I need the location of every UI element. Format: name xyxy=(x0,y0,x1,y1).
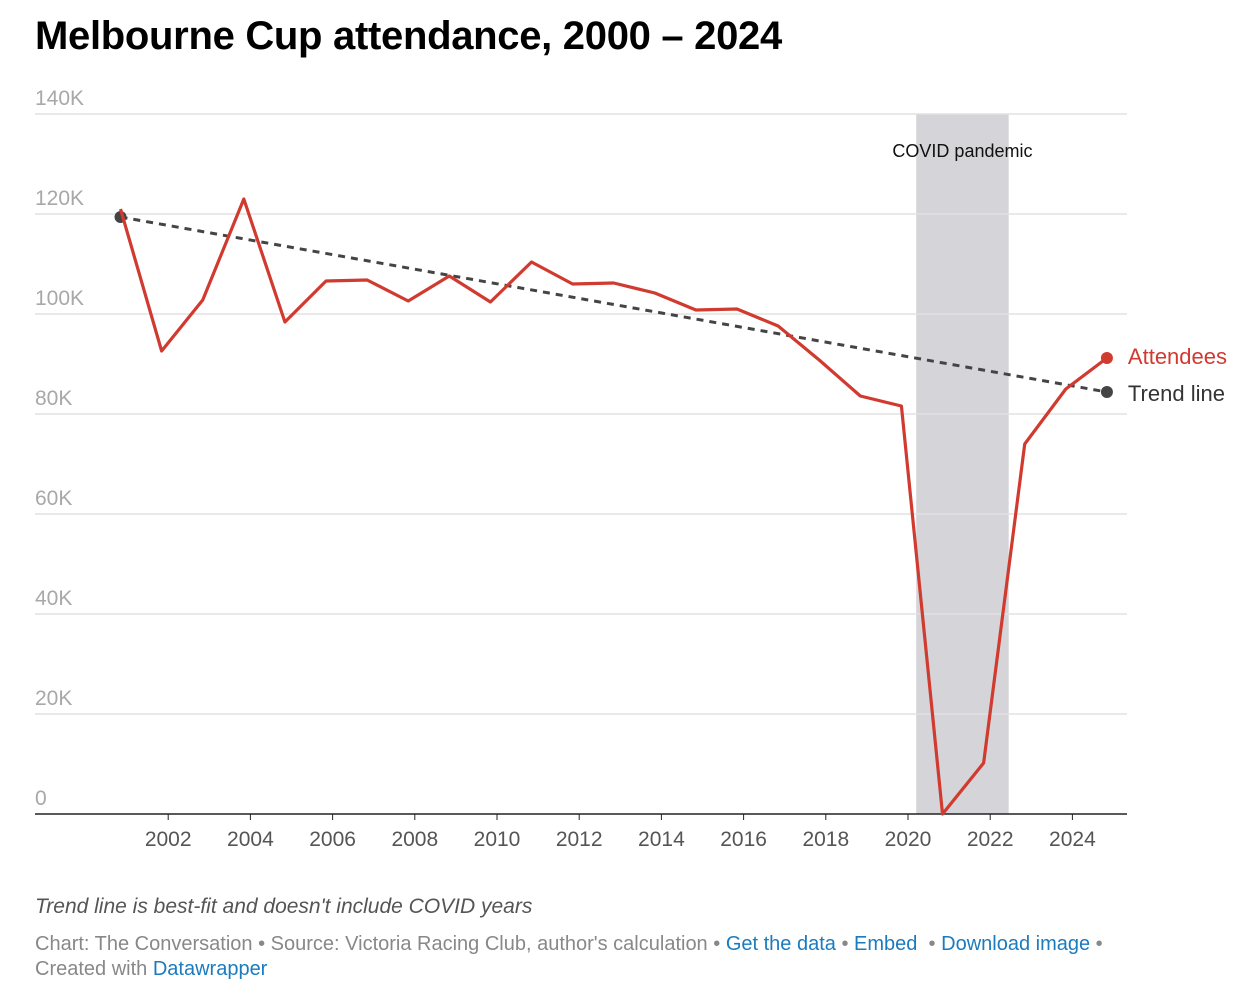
trend-end-dot xyxy=(1100,386,1113,398)
x-tick-label: 2008 xyxy=(391,828,438,851)
covid-band-label: COVID pandemic xyxy=(892,141,1032,161)
covid-band-layer: COVID pandemic xyxy=(892,114,1032,814)
attendees-end-dot xyxy=(1100,352,1113,364)
source-text: Source: Victoria Racing Club, author's c… xyxy=(270,933,708,955)
chart-note: Trend line is best-fit and doesn't inclu… xyxy=(35,895,533,918)
x-tick-label: 2004 xyxy=(227,828,274,851)
datawrapper-link[interactable]: Datawrapper xyxy=(152,958,268,980)
get-data-link[interactable]: Get the data xyxy=(725,933,836,955)
y-tick-label: 140K xyxy=(35,87,84,110)
separator: • xyxy=(841,933,849,955)
series-labels: Attendees Trend line xyxy=(1128,344,1227,406)
trend-line-label: Trend line xyxy=(1128,381,1225,406)
x-tick-label: 2006 xyxy=(309,828,356,851)
attendees-series xyxy=(118,197,1113,816)
grid-layer xyxy=(35,113,1127,815)
separator: • xyxy=(713,933,721,955)
y-tick-label: 120K xyxy=(35,187,84,210)
x-tick-label: 2014 xyxy=(638,828,685,851)
attendees-line xyxy=(118,197,1108,816)
x-tick-label: 2022 xyxy=(967,828,1014,851)
x-axis: 2002 2004 2006 2008 2010 2012 2014 2016 2018 2020… xyxy=(145,814,1096,851)
trend-line xyxy=(120,215,1108,394)
embed-link[interactable]: Embed xyxy=(854,933,918,955)
y-tick-label: 60K xyxy=(35,487,72,510)
separator: • xyxy=(1095,933,1103,955)
x-tick-label: 2016 xyxy=(720,828,767,851)
chart-title: Melbourne Cup attendance, 2000 – 2024 xyxy=(35,14,782,58)
separator: • xyxy=(258,933,266,955)
created-with-text: Created with xyxy=(35,958,148,980)
y-axis: 0 20K 40K 60K 80K 100K 120K 140K xyxy=(35,87,84,810)
separator: • xyxy=(928,933,936,955)
x-tick-label: 2018 xyxy=(802,828,849,851)
y-tick-label: 0 xyxy=(35,787,47,810)
x-tick-label: 2020 xyxy=(885,828,932,851)
y-tick-label: 80K xyxy=(35,387,72,410)
download-image-link[interactable]: Download image xyxy=(941,933,1091,955)
y-tick-label: 20K xyxy=(35,687,72,710)
x-tick-label: 2010 xyxy=(474,828,521,851)
chart-credit: Chart: The Conversation xyxy=(35,933,253,955)
x-tick-label: 2024 xyxy=(1049,828,1096,851)
x-tick-label: 2012 xyxy=(556,828,603,851)
attendees-label: Attendees xyxy=(1128,344,1227,369)
y-tick-label: 100K xyxy=(35,287,84,310)
covid-band xyxy=(916,114,1009,814)
x-tick-label: 2002 xyxy=(145,828,192,851)
y-tick-label: 40K xyxy=(35,587,72,610)
chart-footer: Chart: The Conversation • Source: Victor… xyxy=(35,932,1235,982)
line-chart: COVID pandemic 0 20K 40K 60K 80K 100K 120K 140K… xyxy=(35,87,1227,851)
